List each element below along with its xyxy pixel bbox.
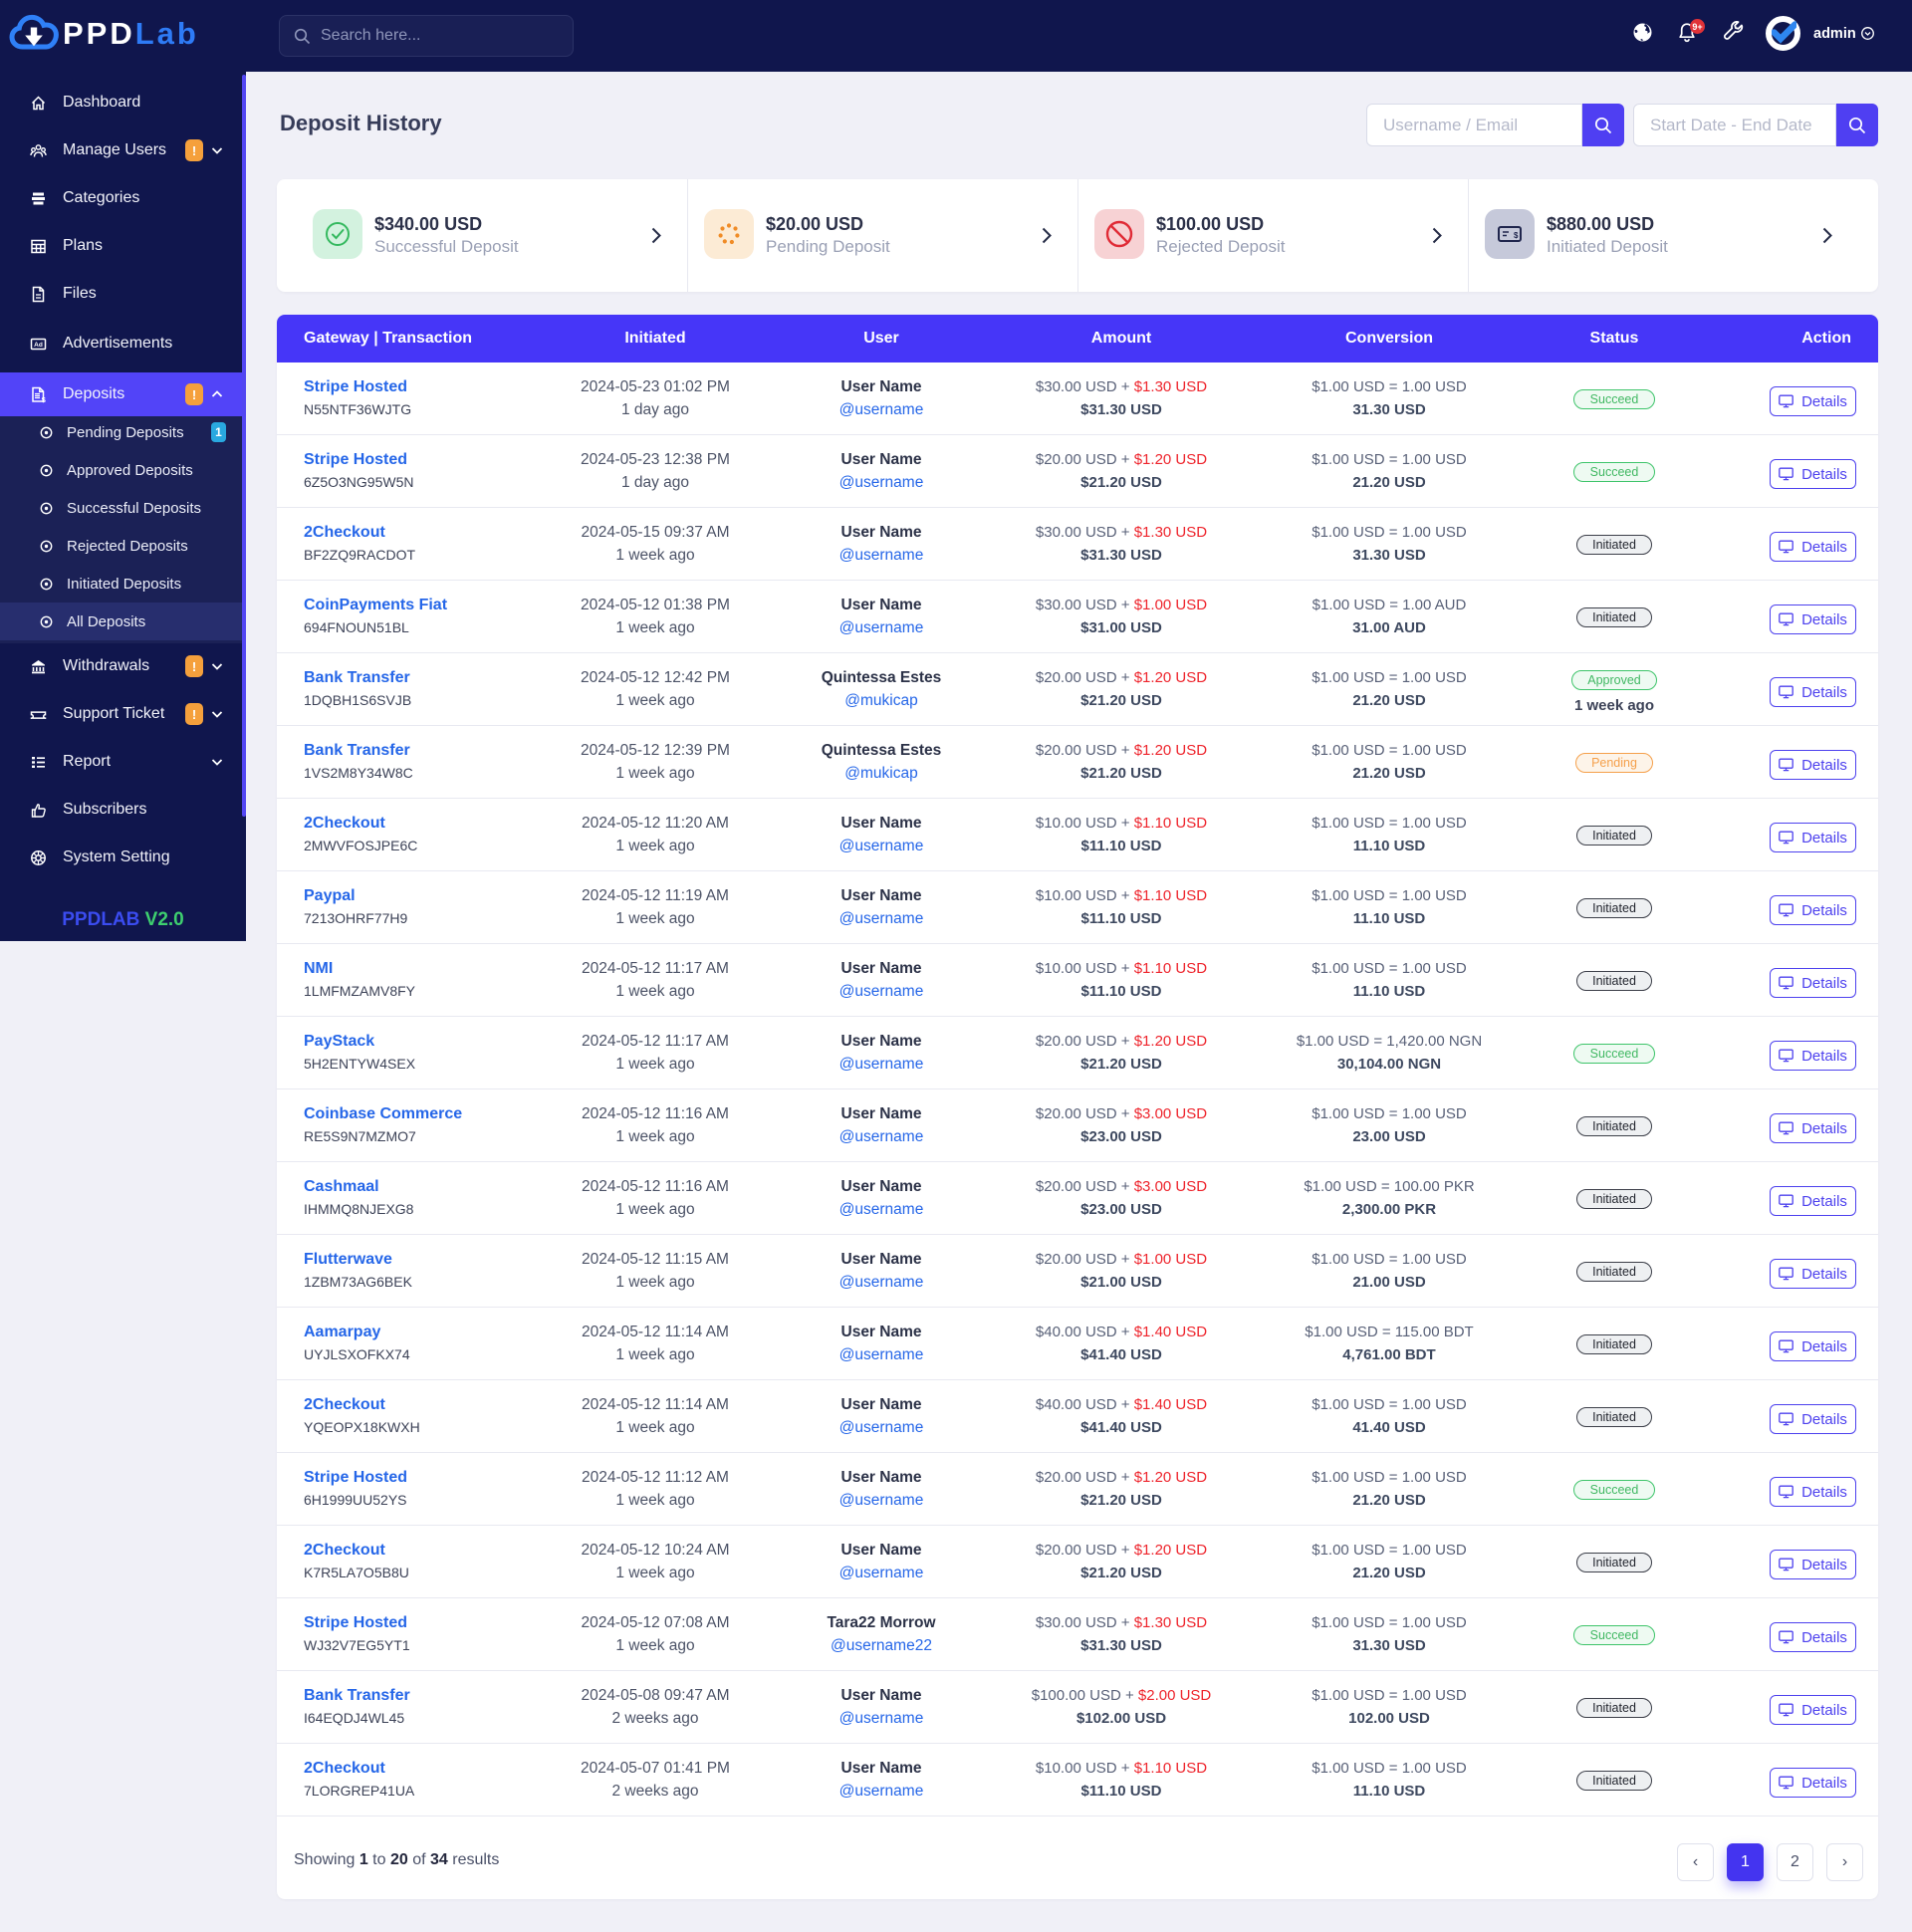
- svg-text:$: $: [1514, 231, 1519, 240]
- svg-text:$: $: [42, 395, 47, 403]
- svg-text:Ad: Ad: [34, 342, 43, 349]
